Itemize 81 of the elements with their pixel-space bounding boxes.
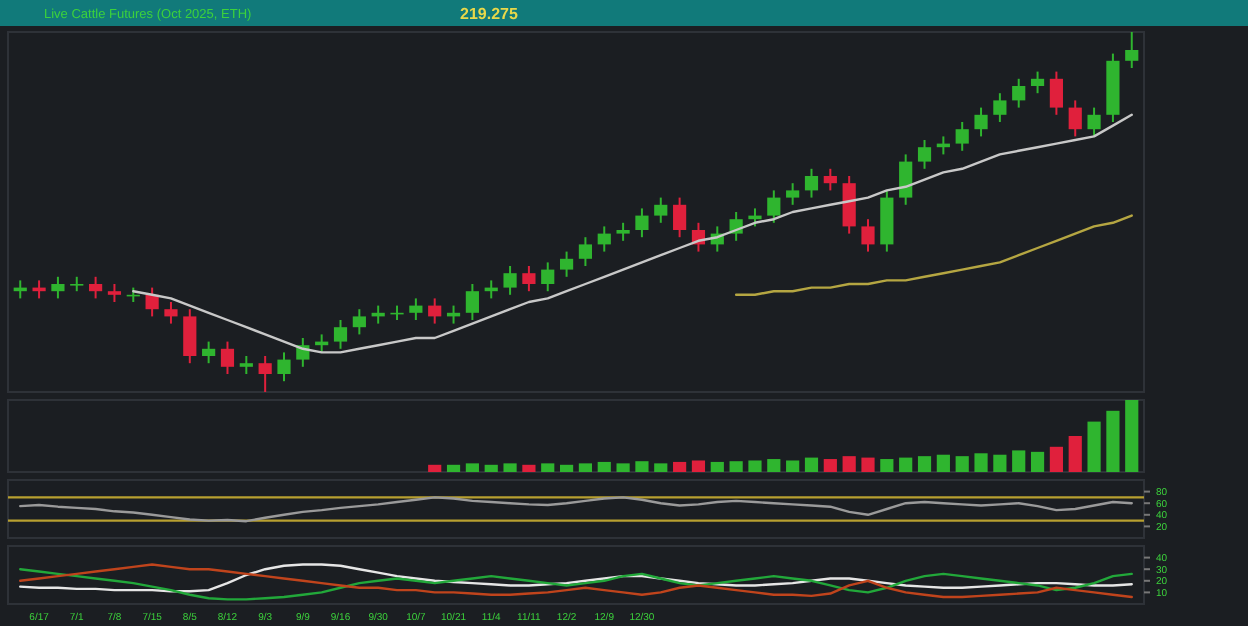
bar bbox=[541, 463, 555, 472]
bar bbox=[691, 460, 706, 472]
candlestick bbox=[1068, 99, 1082, 138]
bar bbox=[1125, 400, 1139, 472]
candlestick bbox=[597, 225, 611, 253]
chart-subtitle: 219.275 bbox=[460, 5, 519, 23]
candlestick bbox=[409, 297, 423, 321]
candlestick bbox=[804, 167, 819, 199]
candlestick bbox=[164, 301, 178, 325]
candlestick bbox=[202, 340, 216, 365]
candlestick bbox=[51, 275, 65, 300]
bar bbox=[955, 456, 969, 472]
candlestick bbox=[861, 218, 875, 253]
bar bbox=[446, 464, 461, 472]
bar bbox=[484, 464, 498, 472]
bar bbox=[1012, 450, 1026, 472]
bar bbox=[1106, 410, 1120, 472]
candlestick bbox=[823, 167, 837, 192]
bar bbox=[936, 454, 950, 472]
bar bbox=[748, 460, 762, 472]
candlestick bbox=[880, 189, 894, 253]
candlestick bbox=[522, 265, 536, 293]
candlestick bbox=[333, 319, 348, 350]
bar bbox=[917, 456, 932, 472]
line-series bbox=[19, 563, 1133, 593]
candlestick bbox=[352, 308, 366, 336]
bar bbox=[597, 461, 611, 472]
bar bbox=[880, 459, 894, 472]
candlestick bbox=[559, 250, 574, 278]
bar bbox=[428, 464, 442, 472]
bar bbox=[673, 461, 687, 472]
candlestick bbox=[578, 236, 593, 267]
bar bbox=[654, 463, 668, 472]
candlestick bbox=[220, 340, 235, 375]
bar bbox=[861, 457, 875, 472]
candlestick bbox=[654, 196, 668, 224]
candlestick bbox=[183, 308, 197, 365]
bar bbox=[465, 463, 479, 472]
candlestick bbox=[277, 351, 291, 383]
candlestick bbox=[1049, 70, 1063, 116]
bar bbox=[767, 459, 781, 472]
bar bbox=[616, 463, 630, 472]
bar bbox=[993, 454, 1007, 472]
bar bbox=[503, 463, 517, 472]
candlestick bbox=[993, 92, 1007, 123]
candlestick bbox=[974, 106, 988, 138]
candlestick bbox=[428, 297, 442, 325]
candlestick bbox=[1087, 106, 1101, 138]
candlestick bbox=[899, 153, 913, 206]
candlestick bbox=[917, 139, 932, 170]
candlestick bbox=[1125, 31, 1139, 69]
bar bbox=[899, 457, 913, 472]
bar bbox=[1087, 421, 1101, 472]
bar bbox=[578, 463, 593, 472]
bar bbox=[1049, 446, 1063, 472]
candlestick bbox=[258, 355, 272, 393]
candlestick bbox=[955, 121, 969, 152]
candlestick bbox=[89, 275, 103, 300]
bar bbox=[786, 460, 800, 472]
candlestick bbox=[541, 261, 555, 293]
candlestick bbox=[503, 265, 517, 296]
candlestick bbox=[465, 283, 479, 321]
bar bbox=[1030, 451, 1045, 472]
bar bbox=[729, 461, 743, 472]
bar bbox=[635, 461, 649, 472]
bar bbox=[974, 453, 988, 472]
candlestick bbox=[767, 189, 781, 224]
candlestick bbox=[786, 182, 800, 206]
bar bbox=[823, 459, 837, 472]
candlestick bbox=[1012, 77, 1026, 109]
bar bbox=[710, 461, 724, 472]
bar bbox=[804, 457, 819, 472]
bar bbox=[842, 456, 856, 472]
bar bbox=[559, 464, 574, 472]
line-series bbox=[19, 496, 1133, 523]
candlestick bbox=[673, 196, 687, 239]
candlestick bbox=[1030, 70, 1045, 95]
candlestick bbox=[635, 207, 649, 239]
bar bbox=[1068, 436, 1082, 472]
bar bbox=[522, 464, 536, 472]
candlestick bbox=[842, 175, 856, 235]
